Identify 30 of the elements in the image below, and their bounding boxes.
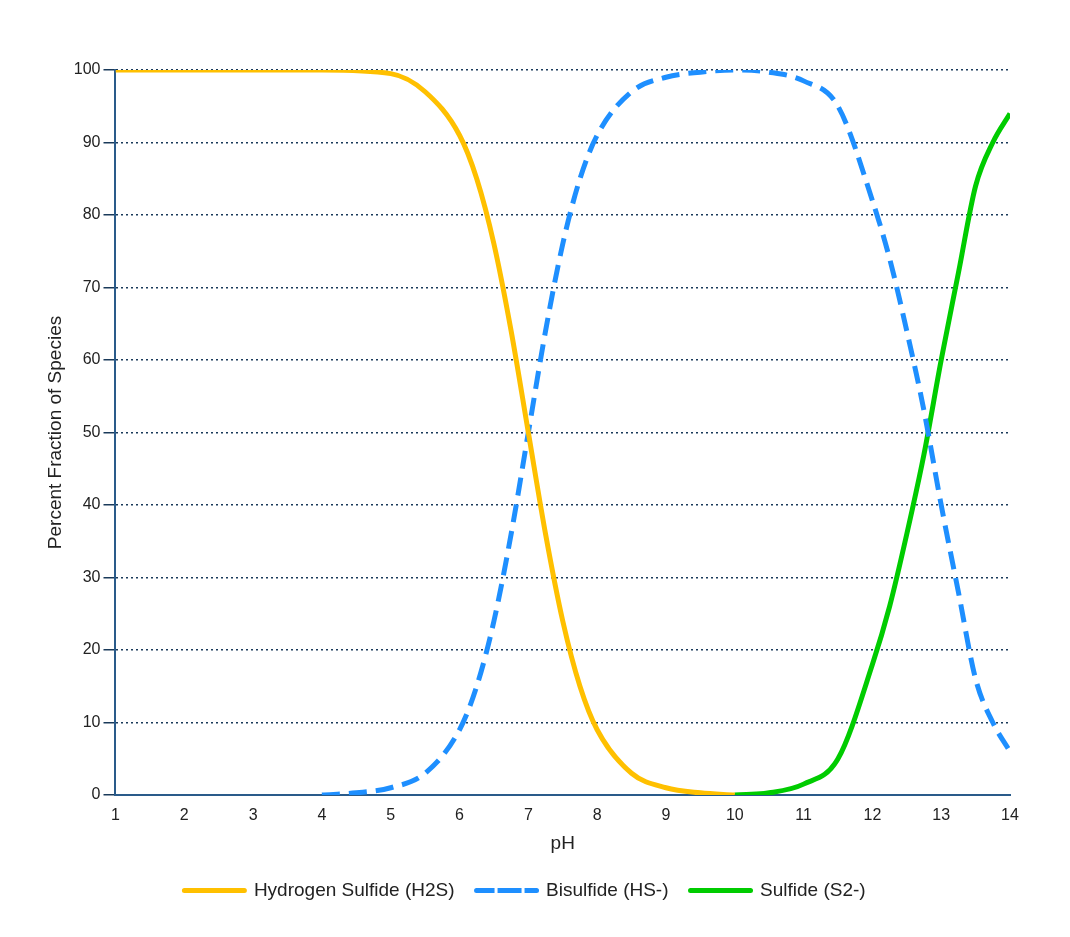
y-tick-label: 20 <box>82 640 101 658</box>
x-tick-label: 8 <box>592 806 602 824</box>
legend-label: Sulfide (S2-) <box>760 878 866 900</box>
x-tick-label: 12 <box>863 806 882 824</box>
x-tick-label: 10 <box>725 806 744 824</box>
x-tick-label: 11 <box>795 806 812 824</box>
y-tick-label: 0 <box>91 785 101 803</box>
x-tick-label: 1 <box>111 806 121 824</box>
x-tick-label: 5 <box>386 806 396 824</box>
x-tick-label: 2 <box>179 806 189 824</box>
x-tick-label: 9 <box>661 806 671 824</box>
x-tick-label: 6 <box>455 806 465 824</box>
y-tick-label: 80 <box>82 205 101 223</box>
y-tick-label: 50 <box>82 422 101 440</box>
x-tick-label: 7 <box>523 806 533 824</box>
y-tick-label: 90 <box>82 132 101 150</box>
y-tick-label: 60 <box>82 350 101 368</box>
y-tick-label: 100 <box>73 60 101 78</box>
legend-label: Hydrogen Sulfide (H2S) <box>253 878 455 900</box>
y-tick-label: 70 <box>82 277 101 295</box>
x-axis-title: pH <box>550 831 575 853</box>
y-tick-label: 10 <box>82 712 101 730</box>
y-axis-title: Percent Fraction of Species <box>43 315 65 550</box>
y-tick-label: 40 <box>82 495 101 513</box>
x-tick-label: 14 <box>1001 806 1019 824</box>
legend-label: Bisulfide (HS-) <box>546 878 669 900</box>
x-tick-label: 13 <box>932 806 951 824</box>
x-tick-label: 3 <box>248 806 258 824</box>
y-tick-label: 30 <box>82 567 101 585</box>
x-tick-label: 4 <box>317 806 327 824</box>
